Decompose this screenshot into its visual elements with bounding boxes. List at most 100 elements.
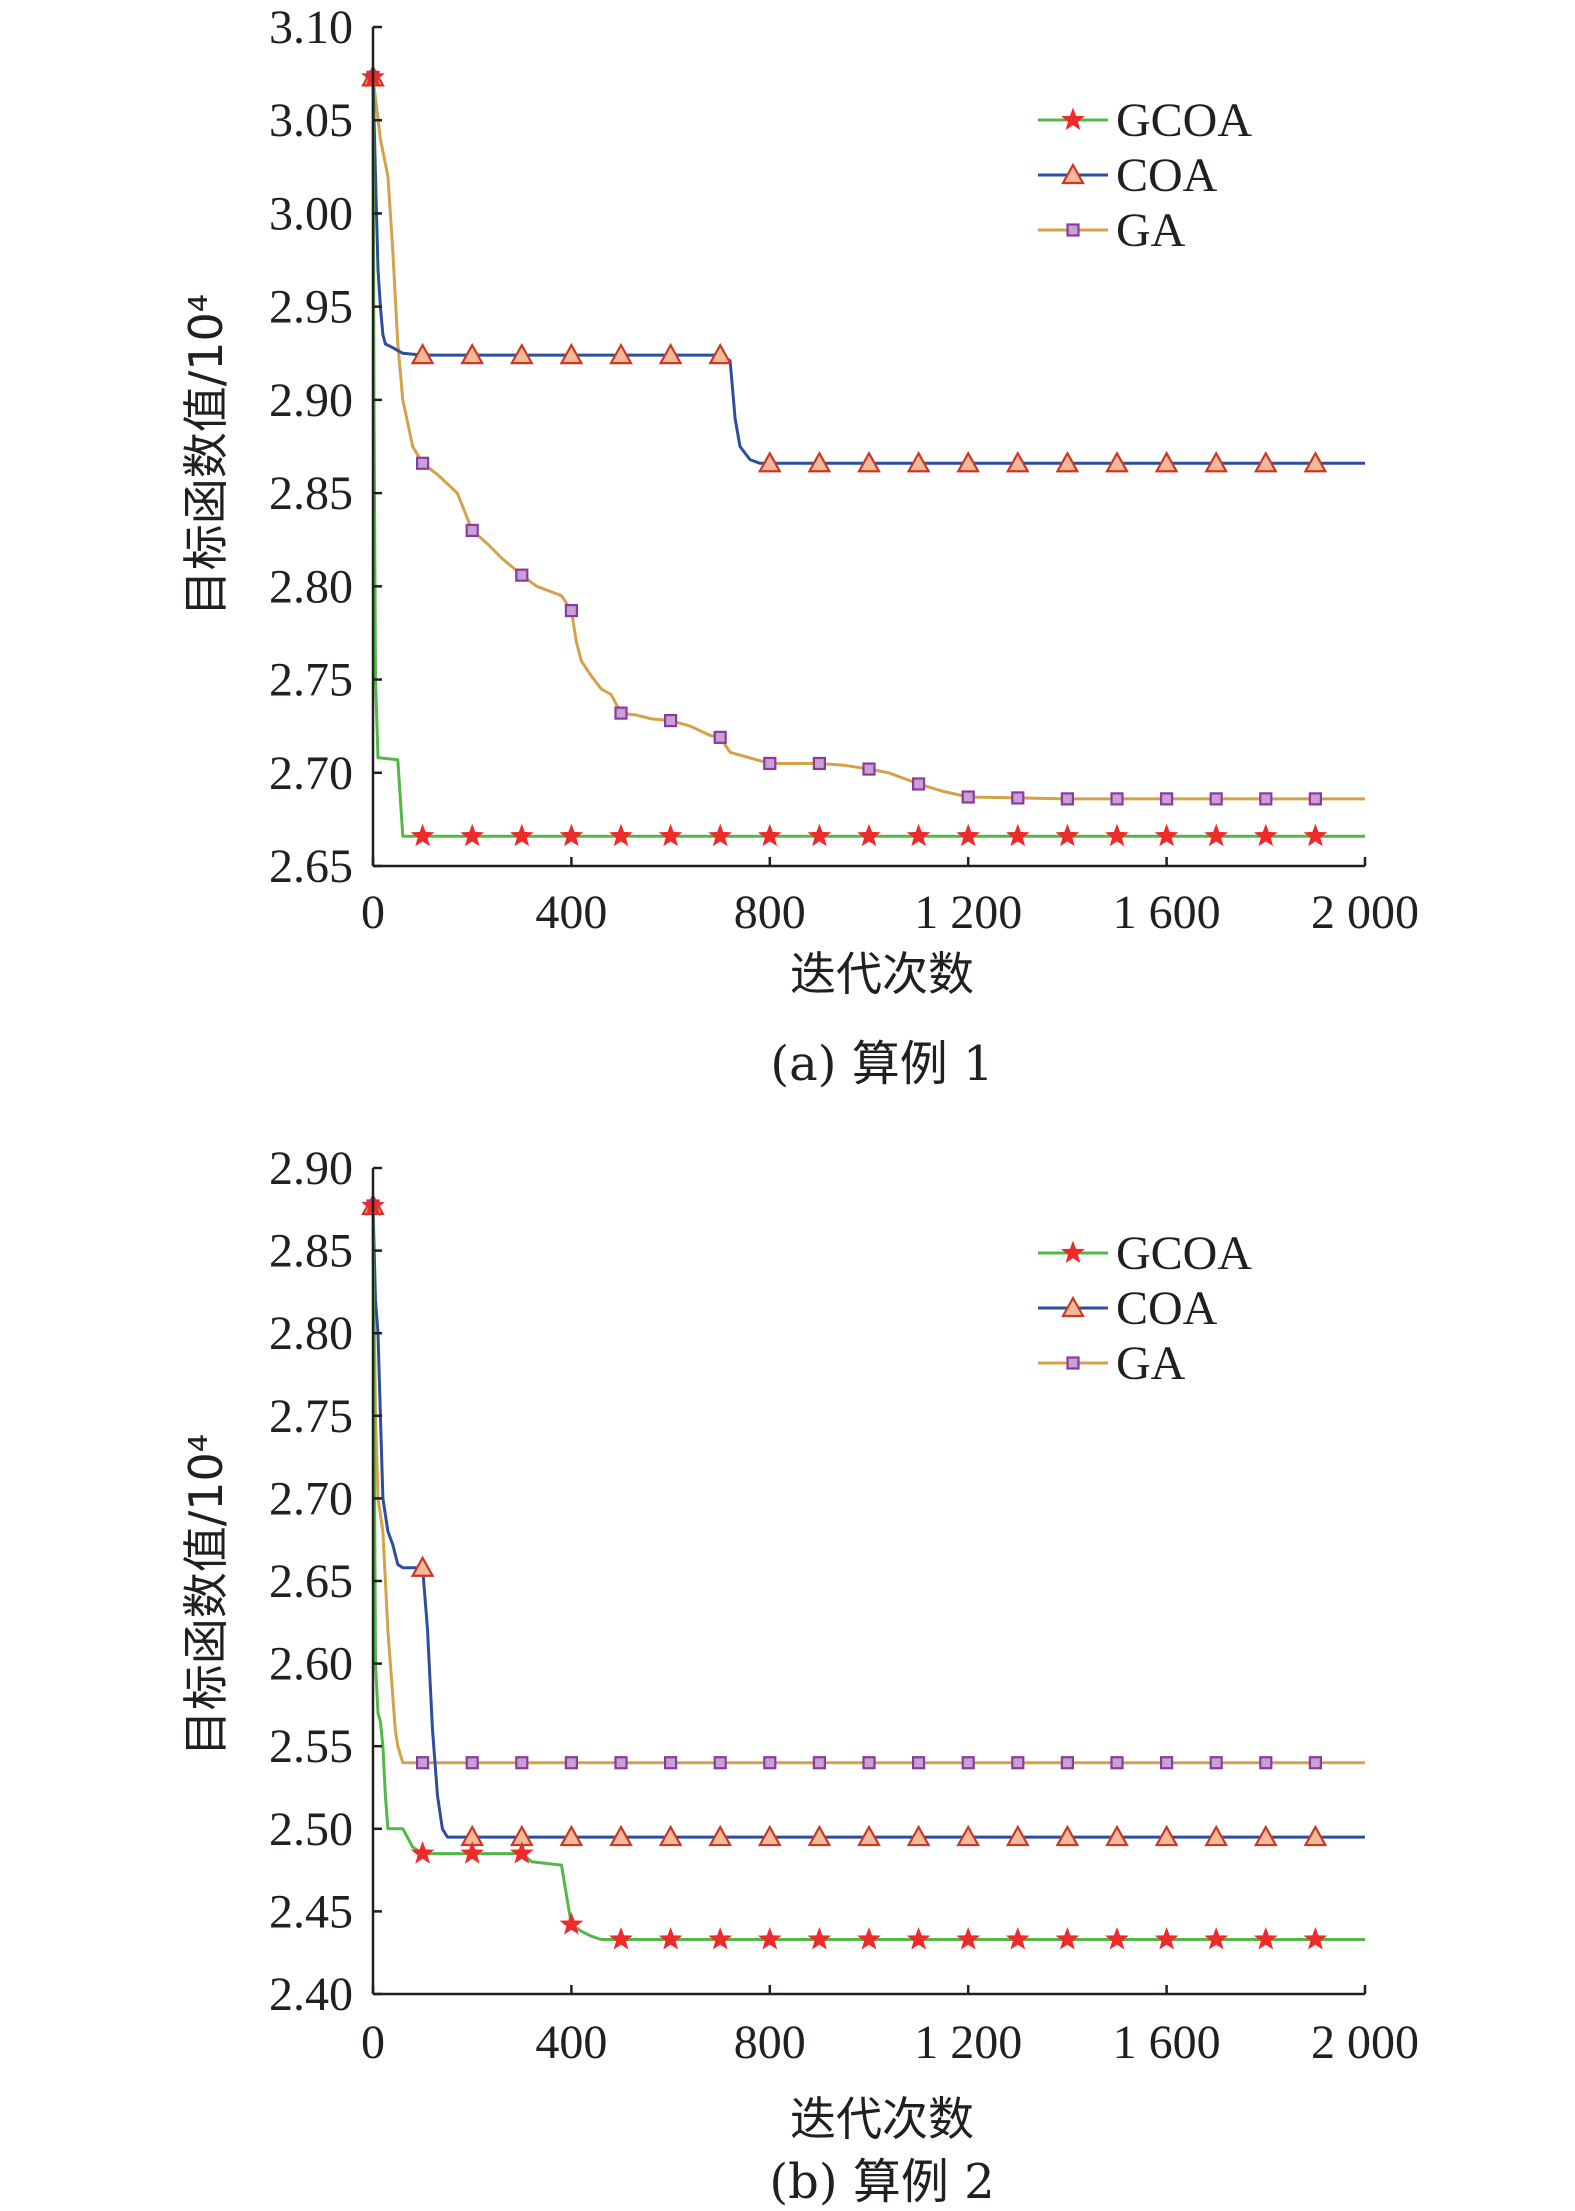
y-tick-label: 3.05 [269, 94, 353, 147]
marker-ga [1110, 1756, 1124, 1770]
x-tick-label: 2 000 [1311, 886, 1419, 939]
marker-ga [614, 1756, 628, 1770]
legend-label-coa: COA [1116, 1282, 1218, 1335]
legend-label-ga: GA [1116, 204, 1186, 257]
marker-coa [906, 1824, 931, 1847]
marker-ga [1060, 792, 1075, 806]
x-tick-label: 1 200 [914, 886, 1022, 939]
x-tick-label: 1 200 [914, 2016, 1022, 2069]
marker-gcoa [906, 1927, 931, 1950]
marker-gcoa [509, 823, 534, 847]
x-tick-label: 0 [361, 2016, 385, 2069]
marker-gcoa [757, 1927, 782, 1950]
chart-b: 2.40 2.45 2.50 2.55 2.60 2.65 2.70 2.75 2.80 2.85… [179, 1142, 1419, 2210]
marker-coa [1253, 451, 1278, 473]
marker-ga [812, 1756, 827, 1770]
legend-item-gcoa: GCOA [1038, 94, 1252, 147]
marker-coa [658, 1824, 683, 1847]
x-tick-label: 800 [734, 886, 806, 939]
marker-gcoa [1105, 1927, 1129, 1950]
marker-ga [465, 1756, 479, 1770]
marker-gcoa [956, 1927, 981, 1950]
chart-a: 2.65 2.70 2.75 2.80 2.85 2.90 2.95 3.00 3.05 3.10… [179, 1, 1419, 1092]
marker-ga [416, 456, 430, 470]
marker-gcoa [1253, 1927, 1278, 1950]
y-tick-label: 2.40 [269, 1968, 353, 2021]
marker-ga [862, 1756, 876, 1770]
marker-coa [559, 342, 584, 365]
marker-coa [609, 1824, 633, 1847]
marker-ga [763, 756, 777, 771]
marker-gcoa [1303, 823, 1328, 847]
legend-item-ga: GA [1038, 204, 1186, 257]
marker-gcoa [658, 1927, 683, 1950]
x-tick-label: 0 [361, 886, 385, 939]
marker-gcoa [1154, 823, 1179, 847]
chart-a-axes: 2.65 2.70 2.75 2.80 2.85 2.90 2.95 3.00 3.05 3.10… [269, 1, 1419, 939]
marker-coa [609, 342, 633, 365]
marker-coa [956, 1824, 981, 1847]
chart-b-caption: (b) 算例 2 [769, 2154, 994, 2210]
marker-coa [757, 451, 782, 473]
marker-gcoa [708, 1927, 733, 1950]
y-tick-label: 2.75 [269, 1390, 353, 1443]
marker-gcoa [509, 1841, 534, 1864]
marker-ga [564, 603, 579, 618]
marker-ga [1110, 792, 1124, 806]
marker-coa [1154, 451, 1179, 473]
marker-coa [1204, 1824, 1229, 1847]
x-tick-label: 1 600 [1113, 2016, 1221, 2069]
marker-coa [1105, 1824, 1129, 1847]
marker-gcoa [1005, 823, 1030, 847]
x-tick-label: 2 000 [1311, 2016, 1419, 2069]
marker-coa [1005, 451, 1030, 473]
y-tick-label: 2.70 [269, 747, 353, 800]
legend-label-ga: GA [1116, 1337, 1186, 1390]
marker-gcoa [807, 1927, 832, 1950]
marker-coa [708, 342, 733, 365]
marker-coa [956, 451, 981, 473]
marker-gcoa [1253, 823, 1278, 847]
marker-coa [1204, 451, 1229, 473]
marker-coa [410, 342, 435, 365]
marker-coa [1303, 451, 1328, 473]
marker-gcoa [857, 823, 881, 847]
marker-ga [1159, 792, 1174, 806]
marker-coa [1154, 1824, 1179, 1847]
marker-gcoa [460, 823, 485, 847]
y-tick-label: 2.75 [269, 654, 353, 707]
marker-coa [509, 342, 534, 365]
marker-coa [1005, 1824, 1030, 1847]
marker-coa [1253, 1824, 1278, 1847]
marker-ga [465, 523, 479, 538]
marker-gcoa [609, 823, 633, 847]
marker-coa [807, 451, 832, 473]
marker-gcoa [410, 823, 435, 847]
legend-marker-gcoa [1061, 1240, 1085, 1264]
legend-item-ga: GA [1038, 1337, 1186, 1390]
marker-coa [906, 451, 931, 473]
legend-marker-ga [1066, 223, 1080, 237]
y-tick-label: 2.65 [269, 840, 353, 893]
marker-ga [763, 1756, 777, 1770]
marker-gcoa [708, 823, 733, 847]
marker-coa [857, 451, 881, 473]
y-tick-label: 2.50 [269, 1803, 353, 1856]
chart-b-ylabel: 目标函数值/10⁴ [179, 1434, 233, 1756]
marker-gcoa [1055, 1927, 1080, 1950]
marker-gcoa [559, 823, 584, 847]
x-tick-label: 1 600 [1113, 886, 1221, 939]
marker-ga [515, 568, 529, 582]
marker-ga [1011, 1756, 1025, 1770]
marker-coa [1105, 451, 1129, 473]
marker-ga [961, 1756, 975, 1770]
y-tick-label: 3.00 [269, 187, 353, 240]
marker-coa [708, 1824, 733, 1847]
marker-ga [1259, 1756, 1273, 1770]
x-tick-label: 400 [535, 2016, 607, 2069]
marker-gcoa [1204, 1927, 1229, 1950]
